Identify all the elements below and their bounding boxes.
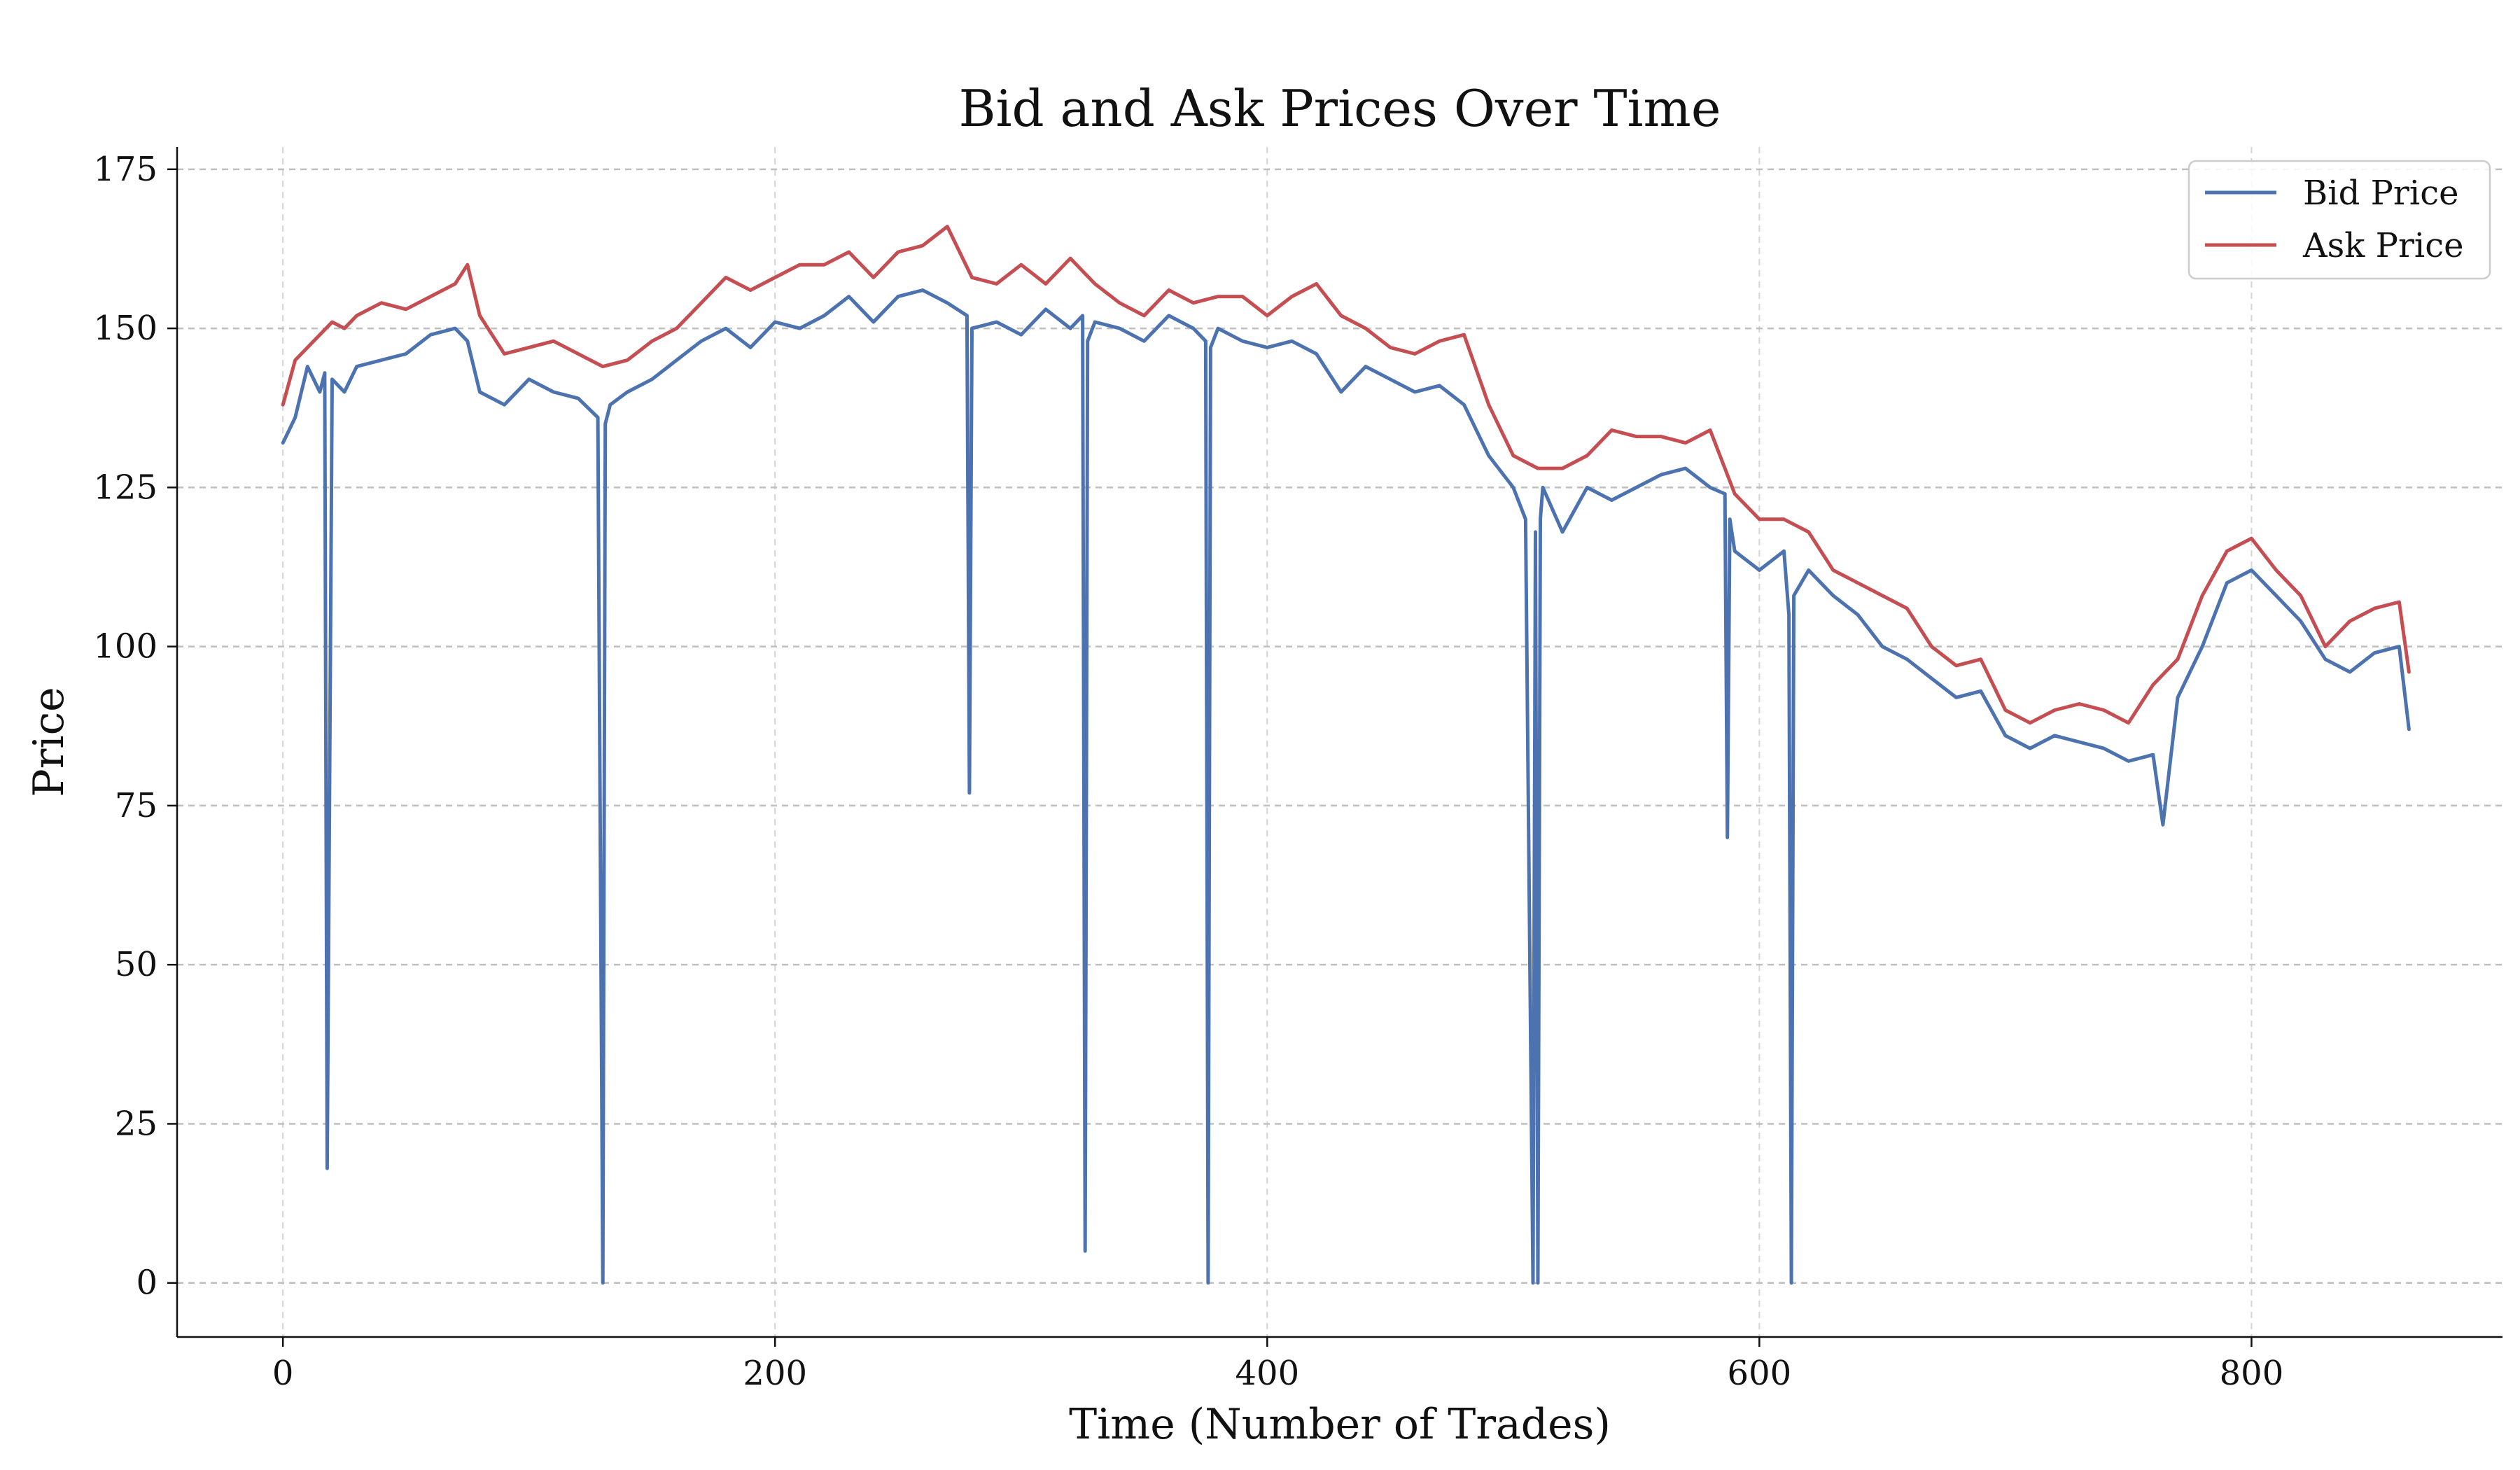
legend-label-bid: Bid Price bbox=[2303, 174, 2459, 213]
x-axis-label: Time (Number of Trades) bbox=[1069, 1400, 1611, 1449]
plot-area bbox=[281, 225, 2411, 1285]
legend-label-ask: Ask Price bbox=[2302, 226, 2464, 265]
x-tick-label: 800 bbox=[2220, 1354, 2284, 1393]
x-tick-label: 600 bbox=[1728, 1354, 1792, 1393]
bid-price-line bbox=[281, 288, 2411, 1285]
y-tick-label: 100 bbox=[93, 627, 158, 666]
y-tick-label: 125 bbox=[93, 468, 158, 507]
y-axis-label: Price bbox=[24, 687, 74, 797]
legend: Bid Price Ask Price bbox=[2188, 160, 2491, 280]
tick-labels: 0 200 400 600 800 0 25 50 75 100 125 150 175 bbox=[93, 150, 2283, 1393]
y-tick-label: 175 bbox=[93, 150, 158, 189]
grid bbox=[177, 147, 2502, 1337]
chart-title: Bid and Ask Prices Over Time bbox=[959, 79, 1721, 138]
axes bbox=[176, 147, 2502, 1338]
y-tick-label: 75 bbox=[115, 786, 158, 825]
y-tick-label: 150 bbox=[93, 309, 158, 348]
legend-frame bbox=[2188, 160, 2491, 280]
y-tick-label: 25 bbox=[115, 1104, 158, 1143]
y-tick-label: 50 bbox=[115, 945, 158, 984]
x-tick-label: 200 bbox=[743, 1354, 807, 1393]
x-tick-label: 0 bbox=[272, 1354, 294, 1393]
ask-price-line bbox=[281, 225, 2411, 725]
y-tick-label: 0 bbox=[136, 1264, 158, 1303]
x-tick-label: 400 bbox=[1235, 1354, 1299, 1393]
